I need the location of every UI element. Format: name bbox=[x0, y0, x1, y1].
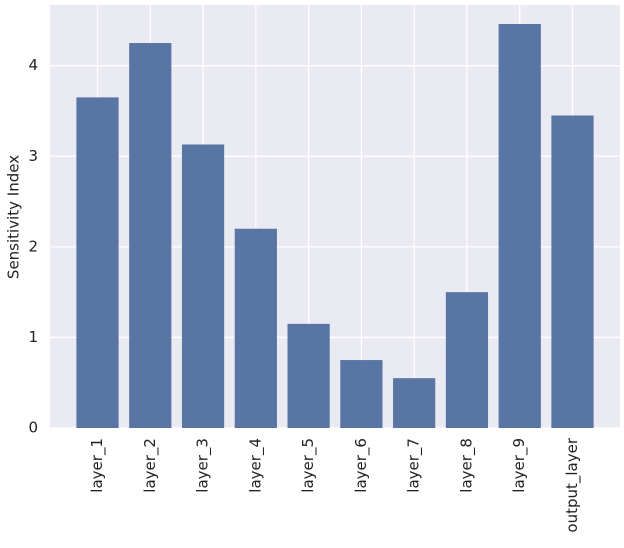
y-tick-label: 3 bbox=[28, 147, 38, 165]
bar bbox=[76, 97, 119, 429]
x-tick-label: layer_5 bbox=[299, 438, 318, 493]
bar bbox=[340, 360, 383, 428]
x-tick-label: output_layer bbox=[563, 437, 582, 532]
bar bbox=[498, 24, 541, 428]
bar bbox=[181, 144, 225, 428]
x-tick-label: layer_9 bbox=[510, 438, 529, 493]
bar bbox=[445, 292, 489, 428]
x-tick-label: layer_4 bbox=[246, 438, 265, 493]
bar bbox=[393, 378, 436, 428]
y-tick-label: 0 bbox=[28, 419, 38, 437]
bar bbox=[551, 115, 594, 428]
x-tick-label: layer_8 bbox=[457, 438, 476, 493]
y-tick-label: 1 bbox=[28, 328, 38, 346]
x-tick-label: layer_1 bbox=[88, 438, 107, 493]
bar bbox=[129, 43, 172, 429]
y-tick-label: 4 bbox=[28, 56, 38, 74]
y-axis-label: Sensitivity Index bbox=[5, 155, 23, 279]
x-tick-label: layer_2 bbox=[141, 438, 160, 493]
x-tick-label: layer_6 bbox=[352, 438, 371, 493]
x-tick-label: layer_3 bbox=[194, 438, 213, 493]
y-tick-label: 2 bbox=[28, 237, 38, 255]
x-tick-label: layer_7 bbox=[405, 438, 424, 493]
bar bbox=[234, 228, 277, 428]
bar bbox=[287, 323, 330, 428]
